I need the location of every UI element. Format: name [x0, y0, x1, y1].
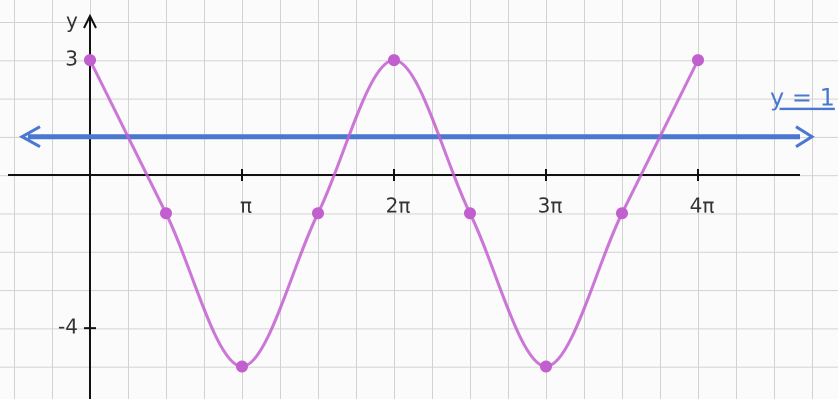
point: [236, 360, 248, 372]
x-tick-label: 4π: [690, 193, 715, 217]
x-tick-label: 3π: [538, 193, 563, 217]
point: [388, 54, 400, 66]
point: [84, 54, 96, 66]
chart: y π 2π 3π 4π 3 -4 y = 1: [0, 0, 838, 399]
y-axis-label: y: [66, 9, 78, 33]
y-tick-label: 3: [65, 47, 78, 71]
x-tick-label: 2π: [386, 193, 411, 217]
point: [312, 207, 324, 219]
point: [692, 54, 704, 66]
x-tick-label: π: [240, 193, 252, 217]
point: [464, 207, 476, 219]
line-label: y = 1: [770, 84, 835, 112]
y-tick-label: -4: [58, 315, 78, 339]
point: [160, 207, 172, 219]
point: [616, 207, 628, 219]
point: [540, 360, 552, 372]
